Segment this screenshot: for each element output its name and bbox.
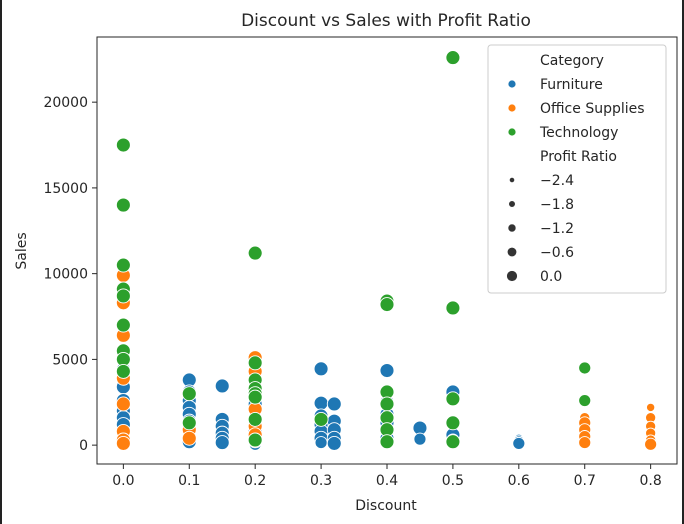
legend-size-entry: −1.2 xyxy=(540,221,574,237)
data-point xyxy=(115,396,131,412)
data-point xyxy=(379,297,395,312)
data-point xyxy=(413,432,427,446)
data-point xyxy=(313,361,329,377)
data-point xyxy=(247,355,263,371)
data-point xyxy=(644,437,658,451)
legend-size-entry: −0.6 xyxy=(540,245,574,261)
data-point xyxy=(313,411,329,427)
data-point xyxy=(445,415,461,431)
data-point xyxy=(578,436,592,450)
data-point xyxy=(646,402,656,413)
data-point xyxy=(379,396,395,412)
data-point xyxy=(214,378,230,394)
x-tick-label: 0.1 xyxy=(178,473,200,489)
scatter-points xyxy=(115,50,658,451)
legend-size-marker xyxy=(508,200,516,208)
legend-size-entry: −2.4 xyxy=(540,173,574,189)
data-point xyxy=(115,137,131,153)
y-axis-ticks: 0 5000 10000 15000 20000 xyxy=(43,95,97,454)
y-axis-label: Sales xyxy=(14,232,30,269)
data-point xyxy=(115,317,131,333)
legend-size-marker xyxy=(509,177,515,183)
data-point xyxy=(115,435,131,451)
data-point xyxy=(181,430,197,446)
data-point xyxy=(247,432,263,448)
legend-size-marker xyxy=(507,223,517,233)
data-point xyxy=(512,436,526,450)
data-point xyxy=(247,389,263,405)
data-point xyxy=(326,435,342,451)
legend-size-marker xyxy=(506,270,518,282)
legend-size-entry: 0.0 xyxy=(540,269,562,285)
data-point xyxy=(247,411,263,427)
x-tick-label: 0.8 xyxy=(640,473,662,489)
data-point xyxy=(578,361,592,375)
legend-hue-title: Category xyxy=(540,53,604,69)
data-point xyxy=(115,288,131,304)
data-point xyxy=(326,396,342,412)
legend-size-marker xyxy=(506,247,517,258)
x-tick-label: 0.0 xyxy=(112,473,134,489)
x-tick-label: 0.4 xyxy=(376,473,398,489)
legend-marker xyxy=(507,127,517,137)
data-point xyxy=(214,435,230,451)
y-tick-label: 0 xyxy=(79,438,88,454)
x-tick-label: 0.3 xyxy=(310,473,332,489)
legend: Category Furniture Office Supplies Technolo… xyxy=(487,44,667,294)
x-axis-ticks: 0.0 0.1 0.2 0.3 0.4 0.5 0.6 0.7 0.8 xyxy=(112,464,662,489)
data-point xyxy=(445,300,461,316)
y-tick-label: 10000 xyxy=(43,267,88,283)
legend-entry: Furniture xyxy=(540,77,603,93)
x-tick-label: 0.6 xyxy=(508,473,530,489)
data-point xyxy=(181,415,197,431)
x-axis-label: Discount xyxy=(355,498,417,514)
series-furniture xyxy=(115,361,526,451)
legend-size-title: Profit Ratio xyxy=(540,149,617,165)
legend-entry: Office Supplies xyxy=(540,101,645,117)
y-tick-label: 15000 xyxy=(43,181,88,197)
data-point xyxy=(313,395,329,411)
legend-box xyxy=(487,44,667,294)
data-point xyxy=(115,363,131,379)
y-tick-label: 20000 xyxy=(43,95,88,111)
data-point xyxy=(379,363,395,378)
series-technology xyxy=(115,50,592,450)
x-tick-label: 0.2 xyxy=(244,473,266,489)
data-point xyxy=(445,391,461,407)
data-point xyxy=(115,197,131,213)
data-point xyxy=(314,436,328,450)
data-point xyxy=(445,50,461,66)
data-point xyxy=(181,386,197,402)
data-point xyxy=(379,434,395,450)
x-tick-label: 0.5 xyxy=(442,473,464,489)
x-tick-label: 0.7 xyxy=(574,473,596,489)
legend-marker xyxy=(507,79,517,89)
data-point xyxy=(445,434,461,450)
data-point xyxy=(247,245,263,261)
y-tick-label: 5000 xyxy=(52,352,88,368)
data-point xyxy=(578,394,592,408)
legend-marker xyxy=(507,103,517,113)
data-point xyxy=(115,257,131,273)
legend-size-entry: −1.8 xyxy=(540,197,574,213)
legend-entry: Technology xyxy=(539,125,618,141)
chart-title: Discount vs Sales with Profit Ratio xyxy=(241,11,531,31)
